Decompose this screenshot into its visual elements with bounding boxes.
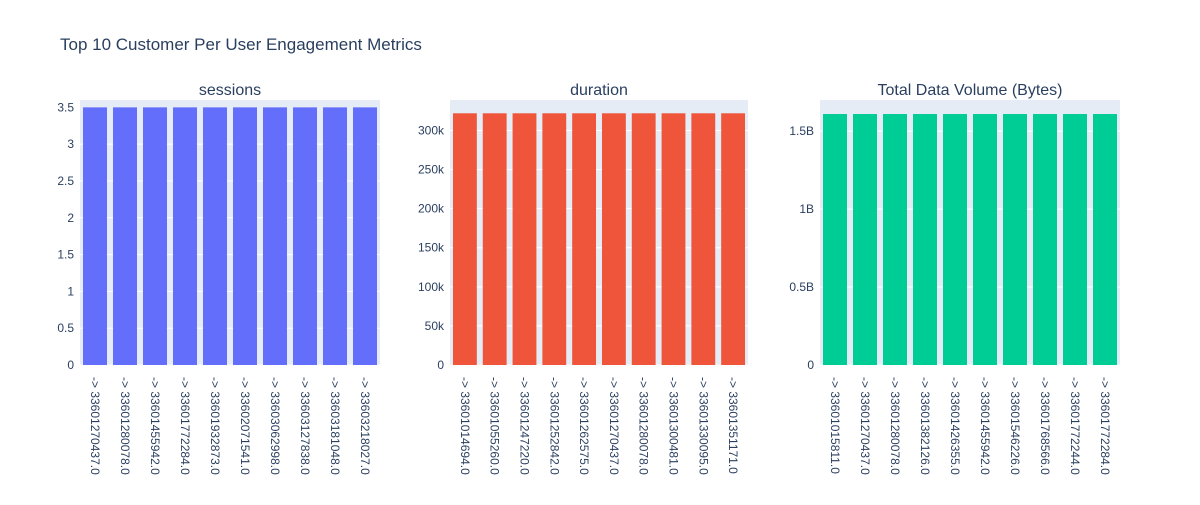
x-tick-label: -> 33601426355.0 <box>948 377 962 475</box>
x-tick-label: -> 33601280078.0 <box>118 377 132 475</box>
bar[interactable] <box>913 114 937 365</box>
y-tick-label: 0.5 <box>57 321 74 335</box>
bar[interactable] <box>1033 114 1057 365</box>
y-tick-label: 1B <box>799 202 814 216</box>
x-tick-label: -> 33601351171.0 <box>726 377 740 474</box>
bar[interactable] <box>691 113 716 365</box>
x-tick-label: -> 33601014694.0 <box>458 377 472 475</box>
y-tick-label: 0 <box>437 358 444 372</box>
subplot-title: Total Data Volume (Bytes) <box>878 82 1063 99</box>
y-tick-label: 2 <box>67 211 74 225</box>
bar[interactable] <box>721 113 746 365</box>
y-tick-label: 0 <box>67 358 74 372</box>
x-tick-label: -> 33601330095.0 <box>696 377 710 475</box>
bar[interactable] <box>452 113 477 365</box>
bar[interactable] <box>973 114 997 365</box>
bar[interactable] <box>323 107 347 365</box>
subplot-title: sessions <box>199 82 261 99</box>
y-tick-label: 50k <box>425 319 445 333</box>
bar[interactable] <box>353 107 377 365</box>
x-tick-label: -> 33601280078.0 <box>888 377 902 475</box>
x-tick-label: -> 33601772284.0 <box>178 377 192 475</box>
bar[interactable] <box>113 107 137 365</box>
bar[interactable] <box>173 107 197 365</box>
x-tick-label: -> 33601270437.0 <box>88 377 102 475</box>
x-tick-label: -> 33601015811.0 <box>828 377 842 474</box>
subplot-1: sessions 0 0.5 1 1.5 2 2.5 3 3.5 -> 33601270437.0… <box>57 82 380 475</box>
bar[interactable] <box>1093 114 1117 365</box>
y-tick-label: 0 <box>807 358 814 372</box>
bar[interactable] <box>203 107 227 365</box>
y-tick-label: 150k <box>418 241 445 255</box>
subplot-3: Total Data Volume (Bytes) 0 0.5B 1B 1.5B -> 3… <box>789 82 1120 475</box>
bar[interactable] <box>853 114 877 365</box>
bar[interactable] <box>83 107 107 365</box>
bar[interactable] <box>542 113 567 365</box>
bar[interactable] <box>601 113 626 365</box>
figure-title: Top 10 Customer Per User Engagement Metr… <box>60 35 422 54</box>
bar[interactable] <box>661 113 686 365</box>
y-tick-label: 300k <box>418 123 445 137</box>
x-tick-label: -> 33603218027.0 <box>358 377 372 475</box>
x-tick-label: -> 33601382126.0 <box>918 377 932 475</box>
subplot-2: duration 0 50k 100k 150k 200k 250k 300k -> 33601… <box>418 82 748 475</box>
x-tick-label: -> 33601455942.0 <box>148 377 162 475</box>
y-tick-label: 1.5 <box>57 248 74 262</box>
bar[interactable] <box>943 114 967 365</box>
y-tick-label: 3.5 <box>57 100 74 114</box>
bar[interactable] <box>233 107 257 365</box>
y-tick-label: 1.5B <box>789 124 814 138</box>
x-tick-label: -> 33601546226.0 <box>1008 377 1022 475</box>
y-tick-label: 200k <box>418 202 445 216</box>
x-tick-label: -> 33601768566.0 <box>1038 377 1052 475</box>
x-tick-label: -> 33601280078.0 <box>637 377 651 475</box>
x-tick-label: -> 33601262575.0 <box>577 377 591 475</box>
x-tick-label: -> 33602071541.0 <box>238 377 252 475</box>
subplot-title-band <box>820 100 1120 113</box>
y-tick-label: 100k <box>418 280 445 294</box>
x-tick-label: -> 33601932873.0 <box>208 377 222 475</box>
y-tick-label: 2.5 <box>57 174 74 188</box>
x-tick-label: -> 33601270437.0 <box>607 377 621 475</box>
subplot-title-band <box>450 100 748 113</box>
x-tick-label: -> 33603181048.0 <box>328 377 342 475</box>
x-tick-label: -> 33603127838.0 <box>298 377 312 475</box>
bar[interactable] <box>512 113 537 365</box>
x-tick-label: -> 33601055260.0 <box>488 377 502 475</box>
bar[interactable] <box>1063 114 1087 365</box>
x-tick-label: -> 33603062998.0 <box>268 377 282 475</box>
x-tick-label: -> 33601252842.0 <box>547 377 561 475</box>
y-tick-label: 250k <box>418 163 445 177</box>
bar[interactable] <box>631 113 656 365</box>
x-tick-label: -> 33601455942.0 <box>978 377 992 475</box>
bar[interactable] <box>482 113 507 365</box>
x-tick-label: -> 33601300481.0 <box>667 377 681 475</box>
y-tick-label: 3 <box>67 137 74 151</box>
bar[interactable] <box>823 114 847 365</box>
x-tick-label: -> 33601772284.0 <box>1098 377 1112 475</box>
y-tick-label: 1 <box>67 284 74 298</box>
x-tick-label: -> 33601772244.0 <box>1068 377 1082 475</box>
bar[interactable] <box>293 107 317 365</box>
subplot-panels: sessions 0 0.5 1 1.5 2 2.5 3 3.5 -> 33601270437.0… <box>57 82 1120 475</box>
bar[interactable] <box>263 107 287 365</box>
x-tick-label: -> 33601247220.0 <box>518 377 532 475</box>
bar[interactable] <box>1003 114 1027 365</box>
bar[interactable] <box>883 114 907 365</box>
bar[interactable] <box>572 113 597 365</box>
subplot-title: duration <box>570 82 628 99</box>
x-tick-label: -> 33601270437.0 <box>858 377 872 475</box>
bar[interactable] <box>143 107 167 365</box>
y-tick-label: 0.5B <box>789 280 814 294</box>
